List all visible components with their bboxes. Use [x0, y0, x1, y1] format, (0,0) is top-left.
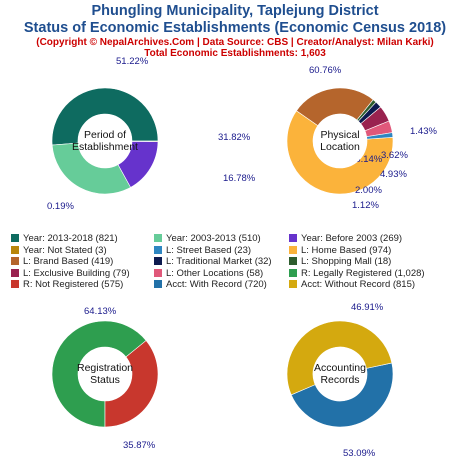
legend-item: Year: 2013-2018 (821) [11, 233, 118, 244]
donut-center-label: Physical [320, 129, 359, 141]
slice-percent-label: 1.43% [410, 126, 437, 137]
slice-percent-label: 26.14% [350, 154, 383, 165]
chart-title-line-1: Phungling Municipality, Taplejung Distri… [91, 3, 379, 19]
slice-percent-label: 64.13% [84, 306, 117, 317]
legend-item: L: Street Based (23) [154, 245, 251, 256]
donut-chart-2: 60.76% 26.14% 1.12% 2.00% 4.93% 3.62% 1.43% Phy… [286, 65, 437, 211]
legend-label: L: Street Based (23) [166, 244, 252, 256]
slice-percent-label: 60.76% [309, 65, 342, 76]
legend-swatch [11, 245, 19, 254]
legend-swatch [154, 245, 162, 254]
legend-label: R: Legally Registered (1,028) [301, 267, 425, 279]
donut-hole [313, 347, 367, 401]
legend-swatch [154, 268, 162, 277]
legend-swatch [154, 257, 162, 265]
legend-label: Acct: With Record (720) [166, 279, 267, 290]
legend-item: R: Not Registered (575) [11, 279, 123, 290]
slice-percent-label: 4.93% [380, 169, 407, 180]
legend-swatch [11, 280, 19, 288]
chart-header: Phungling Municipality, Taplejung Distri… [0, 3, 470, 59]
slice-percent-label: 2.00% [355, 185, 382, 196]
legend-swatch [11, 257, 19, 265]
slice-percent-label: 16.78% [223, 173, 256, 184]
legend-label: L: Shopping Mall (18) [301, 256, 392, 267]
legend-swatch [11, 268, 19, 277]
legend-swatch [154, 234, 162, 242]
donut-center-label: Location [320, 141, 360, 153]
slice-percent-label: 35.87% [123, 440, 156, 451]
legend-item: L: Other Locations (58) [154, 268, 263, 279]
legend-item: L: Home Based (974) [289, 245, 391, 256]
legend-item: Year: Not Stated (3) [11, 245, 107, 256]
legend-label: Acct: Without Record (815) [301, 279, 416, 290]
legend-label: Year: 2013-2018 (821) [23, 233, 118, 244]
legend-swatch [289, 268, 297, 277]
legend-item: Year: Before 2003 (269) [289, 233, 402, 244]
donut-hole [78, 114, 132, 168]
slice-percent-label: 3.62% [381, 150, 408, 161]
legend-label: L: Traditional Market (32) [166, 256, 272, 267]
legend-label: L: Brand Based (419) [23, 256, 114, 267]
donut-hole [78, 347, 132, 401]
donut-center-label: Establishment [72, 141, 138, 153]
legend-item: L: Shopping Mall (18) [289, 256, 391, 267]
legend-item: Acct: With Record (720) [154, 279, 267, 290]
legend-label: L: Home Based (974) [301, 244, 392, 256]
donut-center-label: Period of [84, 129, 126, 141]
slice-percent-label: 1.12% [352, 200, 379, 211]
legend-label: R: Not Registered (575) [23, 279, 124, 290]
legend-label: L: Exclusive Building (79) [23, 267, 130, 279]
slice-percent-label: 53.09% [343, 448, 376, 459]
slice-percent-label: 0.19% [47, 201, 74, 212]
legend-swatch [11, 234, 19, 242]
legend-item: Acct: Without Record (815) [289, 279, 415, 290]
legend-item: L: Exclusive Building (79) [11, 268, 130, 279]
legend-item: R: Legally Registered (1,028) [289, 268, 425, 279]
donut-center-label: Records [320, 374, 359, 386]
donut-center-label: Status [90, 374, 120, 386]
legend-swatch [289, 280, 297, 288]
legend-item: L: Brand Based (419) [11, 256, 113, 267]
legend-label: Year: Before 2003 (269) [301, 233, 403, 244]
legend-swatch [289, 257, 297, 265]
donut-center-label: Registration [77, 362, 133, 374]
legend-label: Year: Not Stated (3) [23, 244, 107, 256]
legend-item: L: Traditional Market (32) [154, 256, 272, 267]
legend-item: Year: 2003-2013 (510) [154, 233, 261, 244]
slice-percent-label: 31.82% [218, 132, 251, 143]
chart-subtitle: (Copyright © NepalArchives.Com | Data So… [36, 37, 434, 48]
legend-swatch [289, 245, 297, 254]
legend-label: Year: 2003-2013 (510) [166, 233, 261, 244]
donut-chart-1: 51.22% 31.82% 16.78% 0.19% Period ofEstablis… [47, 56, 256, 212]
chart-title-line-2: Status of Economic Establishments (Econo… [23, 20, 447, 36]
donut-hole [313, 114, 367, 168]
chart-total: Total Economic Establishments: 1,603 [144, 48, 326, 59]
legend-label: L: Other Locations (58) [166, 267, 264, 279]
legend-swatch [154, 280, 162, 288]
legend-swatch [289, 234, 297, 242]
donut-center-label: Accounting [314, 362, 366, 374]
slice-percent-label: 51.22% [116, 56, 149, 67]
slice-percent-label: 46.91% [351, 302, 384, 313]
